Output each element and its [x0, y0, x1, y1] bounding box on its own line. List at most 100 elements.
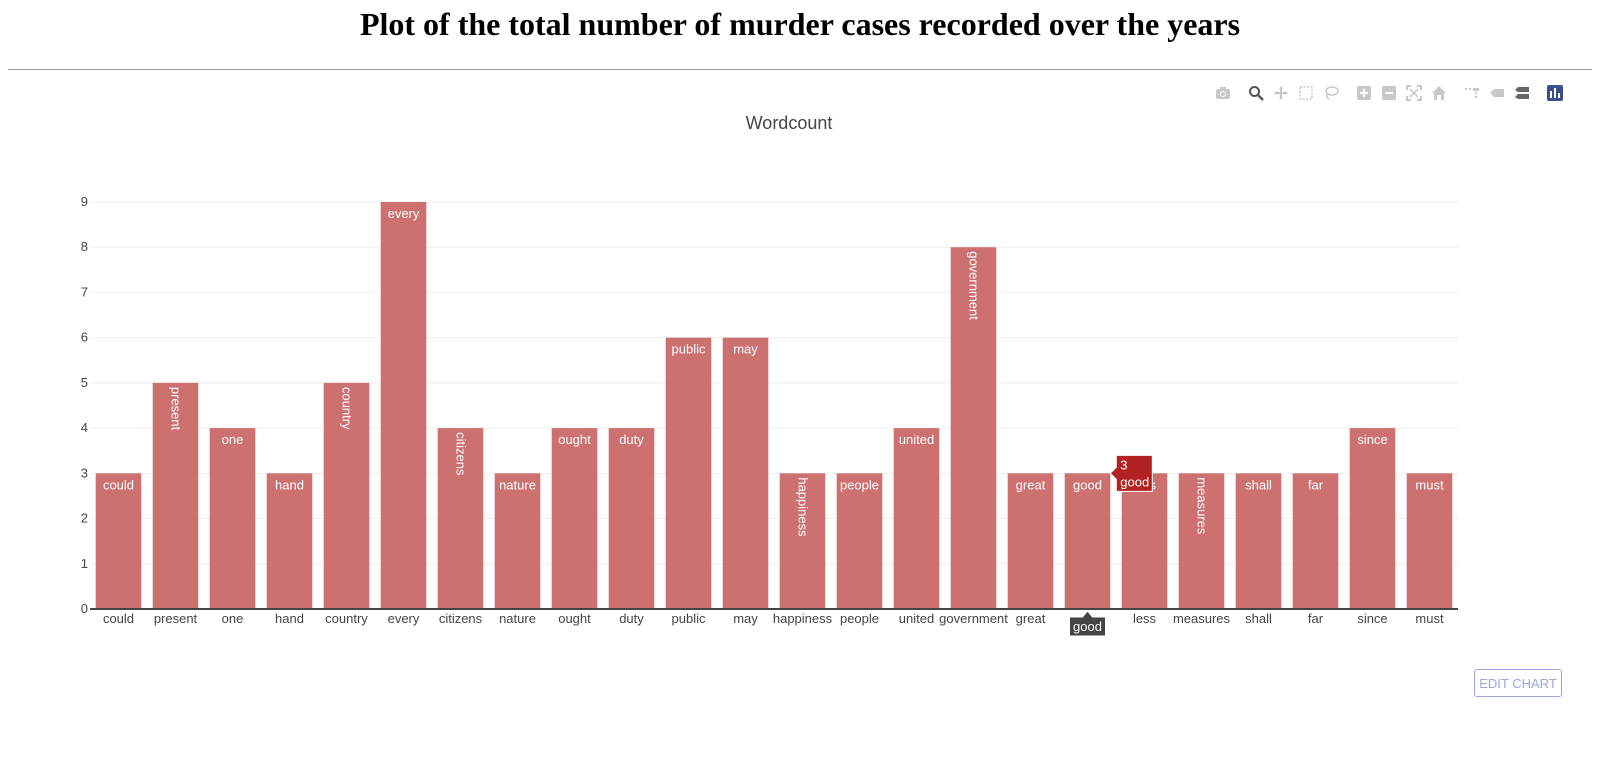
page-title: Plot of the total number of murder cases…: [359, 6, 1241, 42]
bar: [665, 337, 712, 609]
bar-data-label: duty: [619, 432, 644, 447]
bar: [608, 428, 655, 609]
box-select-icon[interactable]: [1293, 82, 1318, 104]
x-tick-label: ought: [558, 611, 591, 626]
x-tick-label: duty: [619, 611, 644, 626]
edit-chart-button[interactable]: EDIT CHART: [1474, 669, 1562, 697]
chart-title: Wordcount: [746, 113, 833, 133]
bar-data-label: far: [1308, 477, 1324, 492]
bar: [950, 247, 997, 609]
bar: [266, 473, 313, 609]
bar: [323, 382, 370, 609]
hover-label: good: [1120, 474, 1149, 489]
x-axis: could present one hand country every citizens n…: [103, 611, 1444, 626]
bar-data-label: united: [899, 432, 934, 447]
bar-data-label: one: [222, 432, 244, 447]
bar: [1349, 428, 1396, 609]
bar-data-label: people: [840, 477, 879, 492]
bar-data-label: every: [388, 206, 420, 221]
bar: [1235, 473, 1282, 609]
autoscale-icon[interactable]: [1401, 82, 1426, 104]
x-tick-label: may: [733, 611, 758, 626]
bar-data-label: citizens: [454, 432, 469, 476]
hover-compare-icon[interactable]: [1509, 82, 1534, 104]
bar: [722, 337, 769, 609]
y-axis: 0 1 2 3 4 5 6 7 8 9: [81, 194, 88, 616]
bar-data-label: public: [672, 342, 706, 357]
y-tick-label: 4: [81, 420, 88, 435]
bar: [893, 428, 940, 609]
x-hover-label: good: [1073, 619, 1102, 634]
hover-closest-icon[interactable]: [1484, 82, 1509, 104]
x-tick-label: great: [1016, 611, 1046, 626]
bar-data-label: shall: [1245, 477, 1272, 492]
bar: [551, 428, 598, 609]
bar: [380, 202, 427, 609]
bar: [1178, 473, 1225, 609]
chart-modebar: [1210, 82, 1567, 104]
x-tick-label: people: [840, 611, 879, 626]
bar: [1406, 473, 1453, 609]
lasso-icon[interactable]: [1318, 82, 1343, 104]
bar-data-label: ought: [558, 432, 591, 447]
bar-data-label: measures: [1195, 477, 1210, 535]
bar: [779, 473, 826, 609]
x-tick-label: citizens: [439, 611, 483, 626]
y-tick-label: 0: [81, 601, 88, 616]
bar-data-label: happiness: [796, 477, 811, 537]
bar-data-label: must: [1415, 477, 1444, 492]
hover-value: 3: [1120, 457, 1127, 472]
y-tick-label: 1: [81, 556, 88, 571]
reset-axes-icon[interactable]: [1426, 82, 1451, 104]
bar-data-label: good: [1073, 477, 1102, 492]
bar-data-label: may: [733, 342, 758, 357]
zoom-out-icon[interactable]: [1376, 82, 1401, 104]
y-tick-label: 6: [81, 330, 88, 345]
hover-box: [1109, 454, 1153, 492]
bar-data-label: hand: [275, 477, 304, 492]
x-tick-label: country: [325, 611, 368, 626]
x-tick-label: less: [1133, 611, 1157, 626]
hover-tooltip: 3 good good: [1069, 454, 1153, 637]
x-tick-label: hand: [275, 611, 304, 626]
bar-data-label: government: [967, 251, 982, 320]
bar-chart: Wordcount 0 1 2 3 4 5 6 7 8 9 could present one hand…: [81, 113, 1458, 637]
pan-icon[interactable]: [1268, 82, 1293, 104]
x-tick-label: nature: [499, 611, 536, 626]
bar-data-label: great: [1016, 477, 1046, 492]
bar: [1064, 473, 1111, 609]
bar: [1121, 473, 1168, 609]
bar: [209, 428, 256, 609]
x-tick-label: shall: [1245, 611, 1272, 626]
y-tick-label: 3: [81, 465, 88, 480]
grid-lines: [90, 201, 1458, 565]
x-hover-box: [1069, 610, 1106, 637]
x-tick-label: measures: [1173, 611, 1231, 626]
divider: [8, 69, 1592, 70]
x-tick-label: since: [1357, 611, 1387, 626]
x-tick-label: every: [388, 611, 420, 626]
plotly-logo-icon[interactable]: [1542, 82, 1567, 104]
bar: [437, 428, 484, 609]
bar: [1007, 473, 1054, 609]
y-tick-label: 8: [81, 239, 88, 254]
x-tick-label: must: [1415, 611, 1444, 626]
bar: [1292, 473, 1339, 609]
spike-lines-icon[interactable]: [1459, 82, 1484, 104]
y-tick-label: 7: [81, 284, 88, 299]
x-tick-label: government: [939, 611, 1008, 626]
bar: [494, 473, 541, 609]
x-tick-label: united: [899, 611, 934, 626]
bar: [152, 382, 199, 609]
x-tick-label: could: [103, 611, 134, 626]
camera-icon[interactable]: [1210, 82, 1235, 104]
bar-data-label: present: [169, 387, 184, 431]
bar-data-label: country: [340, 387, 355, 430]
zoom-in-icon[interactable]: [1351, 82, 1376, 104]
y-tick-label: 2: [81, 511, 88, 526]
y-tick-label: 5: [81, 375, 88, 390]
bar-data-label: nature: [499, 477, 536, 492]
x-tick-label: happiness: [773, 611, 833, 626]
zoom-icon[interactable]: [1243, 82, 1268, 104]
y-tick-label: 9: [81, 194, 88, 209]
